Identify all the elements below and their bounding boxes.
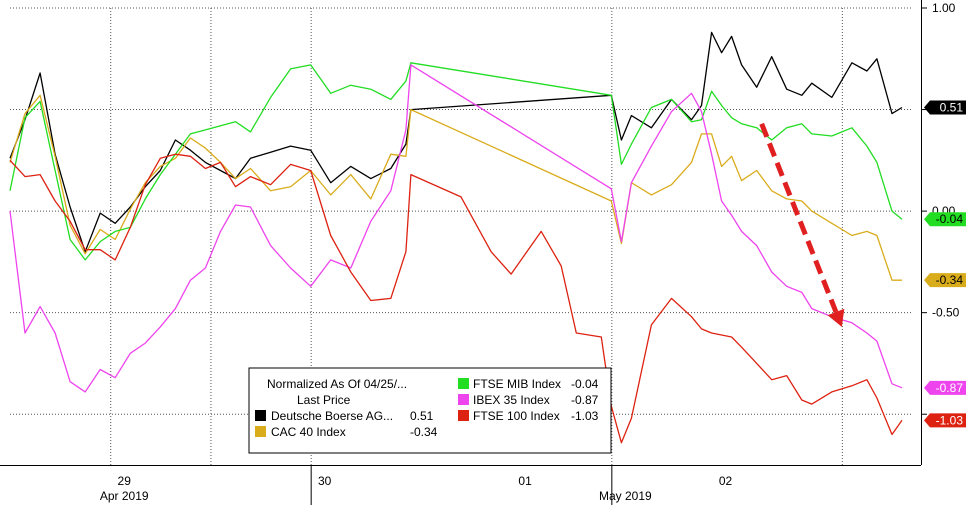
x-month-label: May 2019 [599, 489, 652, 503]
series-line-0 [9, 31, 903, 253]
last-value-tag-label: -0.04 [936, 212, 964, 226]
legend-box [248, 367, 612, 454]
annotation-layer [759, 122, 845, 327]
legend-value-cac40: -0.34 [410, 425, 438, 439]
last-value-tag-label: 0.51 [940, 101, 964, 115]
legend-value-ftse100: -1.03 [571, 409, 599, 423]
legend-title: Normalized As Of 04/25/... [267, 377, 407, 391]
trend-arrow-shaft [759, 122, 839, 313]
trend-arrow-head [827, 308, 845, 327]
x-day-label: 30 [318, 474, 332, 488]
last-value-tag-label: -0.87 [936, 381, 964, 395]
series-layer [9, 31, 903, 444]
legend-swatch-cac40 [255, 426, 266, 437]
legend-value-ibex35: -0.87 [571, 393, 599, 407]
y-tick-label: 1.00 [932, 1, 956, 15]
last-value-tag-label: -1.03 [936, 413, 964, 427]
last-value-tag-0 [924, 100, 966, 115]
series-line-4 [9, 153, 903, 444]
legend-swatch-ibex35 [458, 394, 469, 405]
legend-label-ibex35: IBEX 35 Index [473, 393, 550, 407]
legend-swatch-deutsche-boerse [255, 410, 266, 421]
legend-swatch-ftse100 [458, 410, 469, 421]
legend-label-deutsche-boerse: Deutsche Boerse AG... [271, 409, 393, 423]
legend: Normalized As Of 04/25/... Last Price De… [248, 367, 612, 454]
x-day-label: 02 [719, 474, 733, 488]
x-day-label: 29 [118, 474, 132, 488]
y-tick-label: -0.50 [932, 306, 960, 320]
legend-label-ftse100: FTSE 100 Index [473, 409, 560, 423]
last-value-tag-2 [924, 273, 966, 288]
series-line-2 [9, 62, 903, 261]
legend-value-deutsche-boerse: 0.51 [410, 409, 434, 423]
last-value-tag-label: -0.34 [936, 273, 964, 287]
legend-subtitle: Last Price [297, 393, 351, 407]
series-line-3 [9, 64, 903, 393]
legend-label-cac40: CAC 40 Index [271, 425, 346, 439]
last-value-tag-1 [924, 212, 966, 227]
series-line-1 [9, 94, 902, 281]
legend-value-ftse-mib: -0.04 [571, 377, 599, 391]
last-value-tag-3 [924, 380, 966, 395]
legend-swatch-ftse-mib [458, 378, 469, 389]
legend-label-ftse-mib: FTSE MIB Index [473, 377, 561, 391]
last-value-tags: 0.51 -0.04 -0.34 -0.87 -1.03 [924, 100, 966, 428]
x-month-label: Apr 2019 [100, 489, 149, 503]
x-day-label: 01 [518, 474, 532, 488]
last-value-tag-4 [924, 413, 966, 428]
